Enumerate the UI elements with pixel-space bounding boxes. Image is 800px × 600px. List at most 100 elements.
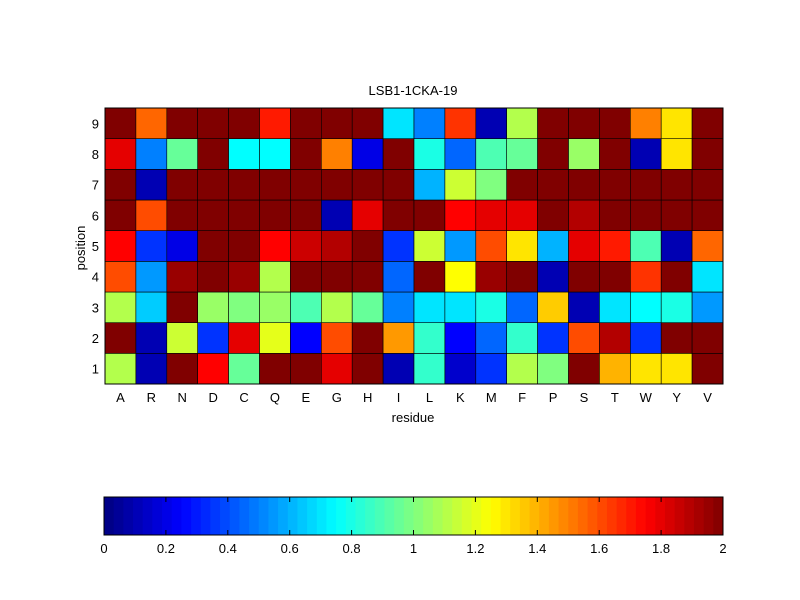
heatmap-cell-E-7 — [290, 169, 322, 201]
heatmap-cell-I-7 — [382, 169, 415, 201]
heatmap-cell-M-2 — [475, 322, 507, 354]
heatmap-cell-G-9 — [320, 107, 353, 139]
heatmap-cell-C-7 — [228, 169, 260, 201]
colorbar-segment — [326, 497, 337, 535]
heatmap-cell-N-8 — [166, 138, 199, 170]
colorbar-segment — [423, 497, 434, 535]
heatmap-cell-N-6 — [166, 199, 199, 231]
colorbar-segment — [239, 497, 250, 535]
heatmap-cell-K-6 — [444, 199, 477, 231]
heatmap-cell-A-7 — [104, 169, 137, 201]
y-tick-label-7: 7 — [92, 178, 99, 193]
heatmap-cell-M-5 — [475, 230, 507, 262]
colorbar — [104, 497, 724, 535]
heatmap-cell-Q-8 — [259, 138, 291, 170]
heatmap-cell-A-4 — [104, 261, 137, 293]
heatmap-cell-H-7 — [351, 169, 384, 201]
heatmap-cell-I-1 — [382, 353, 415, 385]
heatmap-cell-T-2 — [599, 322, 631, 354]
colorbar-segment — [365, 497, 376, 535]
heatmap-cell-E-2 — [290, 322, 322, 354]
x-axis-label: residue — [392, 410, 435, 425]
heatmap-cell-W-7 — [629, 169, 662, 201]
heatmap-cell-F-8 — [506, 138, 538, 170]
heatmap-cell-K-9 — [444, 107, 477, 139]
colorbar-segment — [568, 497, 579, 535]
y-tick-label-4: 4 — [92, 270, 99, 285]
heatmap-cell-K-7 — [444, 169, 477, 201]
heatmap-cell-L-1 — [413, 353, 446, 385]
colorbar-tick-label: 1.8 — [652, 541, 670, 556]
heatmap-cell-K-2 — [444, 322, 477, 354]
heatmap-cell-H-8 — [351, 138, 384, 170]
heatmap-cell-N-3 — [166, 291, 199, 323]
heatmap-cell-N-4 — [166, 261, 199, 293]
colorbar-segment — [394, 497, 405, 535]
colorbar-segment — [558, 497, 569, 535]
heatmap-cell-G-3 — [320, 291, 353, 323]
colorbar-segment — [403, 497, 414, 535]
heatmap-cell-R-4 — [135, 261, 168, 293]
colorbar-segment — [123, 497, 134, 535]
heatmap-cell-L-7 — [413, 169, 446, 201]
plot-frame — [104, 107, 724, 385]
heatmap-cell-R-9 — [135, 107, 168, 139]
heatmap-cell-P-5 — [537, 230, 569, 262]
colorbar-segment — [548, 497, 560, 535]
heatmap-cell-Y-8 — [660, 138, 693, 170]
colorbar-segment — [171, 497, 182, 535]
heatmap-cell-F-7 — [506, 169, 538, 201]
heatmap-cell-W-3 — [629, 291, 662, 323]
heatmap-cell-P-3 — [537, 291, 569, 323]
heatmap-cell-K-8 — [444, 138, 477, 170]
heatmap-cell-I-8 — [382, 138, 415, 170]
heatmap-cell-L-6 — [413, 199, 446, 231]
heatmap-cell-G-7 — [320, 169, 353, 201]
colorbar-segment — [529, 497, 540, 535]
heatmap-cell-W-1 — [629, 353, 662, 385]
colorbar-segment — [384, 497, 395, 535]
heatmap-cell-L-3 — [413, 291, 446, 323]
heatmap-cell-Y-7 — [660, 169, 693, 201]
heatmap-cell-S-3 — [568, 291, 600, 323]
heatmap-cell-D-1 — [197, 353, 229, 385]
heatmap-cell-F-6 — [506, 199, 538, 231]
colorbar-tick-label: 0.8 — [343, 541, 361, 556]
heatmap-cell-I-2 — [382, 322, 415, 354]
heatmap-cell-F-2 — [506, 322, 538, 354]
heatmap-cell-Y-6 — [660, 199, 693, 231]
colorbar-segment — [181, 497, 192, 535]
heatmap-cell-M-8 — [475, 138, 507, 170]
heatmap-cell-K-1 — [444, 353, 477, 385]
colorbar-segment — [278, 497, 289, 535]
y-tick-label-5: 5 — [92, 239, 99, 254]
heatmap-cell-N-7 — [166, 169, 199, 201]
colorbar-segment — [539, 497, 550, 535]
heatmap-cell-P-4 — [537, 261, 569, 293]
heatmap-cell-K-4 — [444, 261, 477, 293]
heatmap-cell-E-3 — [290, 291, 322, 323]
heatmap-cell-G-6 — [320, 199, 353, 231]
heatmap-cell-Q-2 — [259, 322, 291, 354]
colorbar-segment — [490, 497, 502, 535]
colorbar-segment — [374, 497, 385, 535]
heatmap-cell-G-5 — [320, 230, 353, 262]
heatmap-cell-A-8 — [104, 138, 137, 170]
heatmap-cell-C-3 — [228, 291, 260, 323]
x-tick-label-W: W — [640, 390, 653, 405]
heatmap-cell-I-4 — [382, 261, 415, 293]
colorbar-segment — [452, 497, 463, 535]
x-tick-label-P: P — [549, 390, 558, 405]
heatmap-cell-Y-3 — [660, 291, 693, 323]
heatmap-cell-F-5 — [506, 230, 538, 262]
heatmap-cell-A-5 — [104, 230, 137, 262]
heatmap-cell-F-3 — [506, 291, 538, 323]
colorbar-segment — [287, 497, 298, 535]
heatmap-cell-C-5 — [228, 230, 260, 262]
heatmap-cell-Q-4 — [259, 261, 291, 293]
heatmap-cell-Y-1 — [660, 353, 693, 385]
x-tick-label-K: K — [456, 390, 465, 405]
heatmap-cell-L-9 — [413, 107, 446, 139]
x-tick-label-G: G — [332, 390, 342, 405]
heatmap-cell-E-1 — [290, 353, 322, 385]
